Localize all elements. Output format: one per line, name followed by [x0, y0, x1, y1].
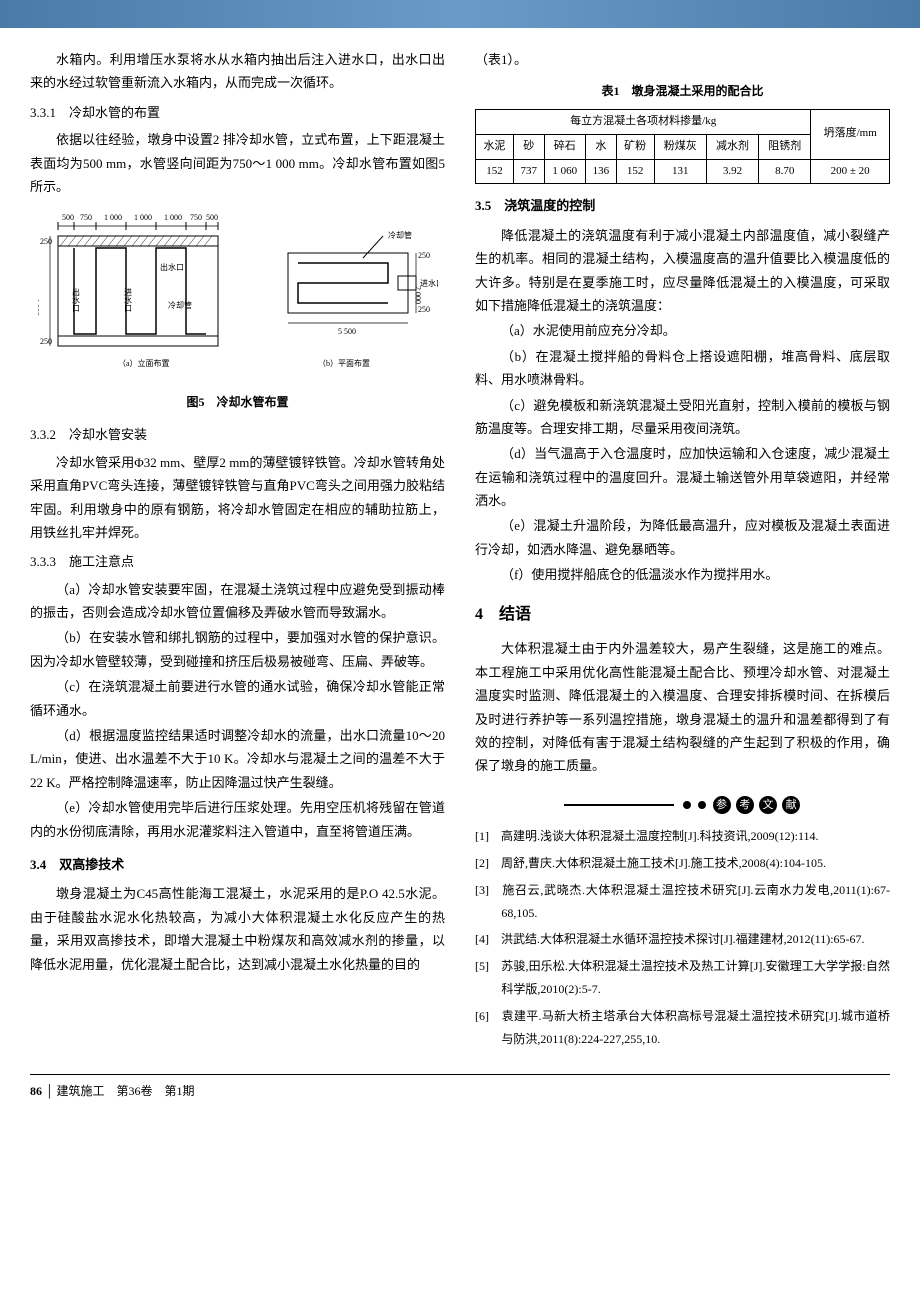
- svg-text:1 000: 1 000: [104, 213, 122, 222]
- paragraph: （表1）。: [475, 48, 890, 71]
- ref-dot: [683, 801, 691, 809]
- svg-text:1 000: 1 000: [164, 213, 182, 222]
- svg-text:进水口: 进水口: [123, 288, 132, 312]
- subsection-332: 3.3.2 冷却水管安装: [30, 423, 445, 446]
- reference-item: [4] 洪武结.大体积混凝土水循环温控技术探讨[J].福建建材,2012(11)…: [475, 928, 890, 951]
- left-column: 水箱内。利用增压水泵将水从水箱内抽出后注入进水口，出水口出来的水经过软管重新流入…: [30, 48, 445, 1054]
- table-cell: 1 060: [544, 159, 585, 184]
- table-cell: 3.92: [706, 159, 758, 184]
- paragraph-b: （b）在安装水管和绑扎钢筋的过程中，要加强对水管的保护意识。因为冷却水管壁较薄，…: [30, 626, 445, 673]
- paragraph-e: （e）混凝土升温阶段，为降低最高温升，应对模板及混凝土表面进行冷却，如洒水降温、…: [475, 514, 890, 561]
- paragraph-d: （d）当气温高于入仓温度时，应加快运输和入仓速度，减少混凝土在运输和浇筑过程中的…: [475, 442, 890, 512]
- table-header: 粉煤灰: [654, 134, 706, 159]
- svg-text:出水口: 出水口: [160, 262, 184, 272]
- two-column-content: 水箱内。利用增压水泵将水从水箱内抽出后注入进水口，出水口出来的水经过软管重新流入…: [0, 48, 920, 1054]
- page-number: 86: [30, 1084, 42, 1098]
- paragraph-a: （a）水泥使用前应充分冷却。: [475, 319, 890, 342]
- svg-text:500: 500: [206, 213, 218, 222]
- svg-text:250: 250: [40, 237, 52, 246]
- svg-text:冷却管: 冷却管: [168, 300, 192, 310]
- subsection-331: 3.3.1 冷却水管的布置: [30, 101, 445, 124]
- svg-text:进水口: 进水口: [420, 278, 438, 288]
- table-1-caption: 表1 墩身混凝土采用的配合比: [475, 81, 890, 103]
- table-header: 水: [586, 134, 617, 159]
- table-cell: 200 ± 20: [811, 159, 890, 184]
- table-cell: 737: [513, 159, 544, 184]
- svg-text:（a）立面布置: （a）立面布置: [118, 358, 170, 368]
- table-header: 碎石: [544, 134, 585, 159]
- table-cell: 152: [616, 159, 654, 184]
- paragraph-a: （a）冷却水管安装要牢固，在混凝土浇筑过程中应避免受到振动棒的振击，否则会造成冷…: [30, 578, 445, 625]
- svg-text:250: 250: [40, 337, 52, 346]
- svg-text:4 000: 4 000: [38, 298, 41, 316]
- paragraph-c: （c）在浇筑混凝土前要进行水管的通水试验，确保冷却水管能正常循环通水。: [30, 675, 445, 722]
- paragraph: 降低混凝土的浇筑温度有利于减小混凝土内部温度值，减小裂缝产生的机率。相同的混凝土…: [475, 224, 890, 318]
- section-35: 3.5 浇筑温度的控制: [475, 194, 890, 217]
- paragraph: 水箱内。利用增压水泵将水从水箱内抽出后注入进水口，出水口出来的水经过软管重新流入…: [30, 48, 445, 95]
- figure-5: 500 750 1 000 1 000 1 000 750 500: [30, 208, 445, 413]
- svg-text:出水口: 出水口: [71, 287, 80, 312]
- footer-rule: [30, 1074, 890, 1075]
- svg-text:750: 750: [190, 213, 202, 222]
- journal-name: 建筑施工 第36卷 第1期: [57, 1084, 195, 1098]
- conclusion-paragraph: 大体积混凝土由于内外温差较大，易产生裂缝，这是施工的难点。本工程施工中采用优化高…: [475, 637, 890, 777]
- ref-char: 文: [759, 796, 777, 814]
- figure-5-caption: 图5 冷却水管布置: [30, 392, 445, 414]
- svg-text:250: 250: [418, 251, 430, 260]
- table-cell: 131: [654, 159, 706, 184]
- ref-char: 考: [736, 796, 754, 814]
- table-cell: 152: [476, 159, 514, 184]
- subsection-333: 3.3.3 施工注意点: [30, 550, 445, 573]
- reference-item: [6] 袁建平.马新大桥主塔承台大体积高标号混凝土温控技术研究[J].城市道桥与…: [475, 1005, 890, 1051]
- references-header: 参 考 文 献: [475, 792, 890, 815]
- ref-char: 参: [713, 796, 731, 814]
- svg-text:250: 250: [418, 305, 430, 314]
- ref-char: 献: [782, 796, 800, 814]
- reference-item: [5] 苏骏,田乐松.大体积混凝土温控技术及热工计算[J].安徽理工大学学报:自…: [475, 955, 890, 1001]
- table-1: 每立方混凝土各项材料掺量/kg 坍落度/mm 水泥 砂 碎石 水 矿粉 粉煤灰 …: [475, 109, 890, 184]
- paragraph-c: （c）避免模板和新浇筑混凝土受阳光直射，控制入模前的模板与钢筋温度等。合理安排工…: [475, 394, 890, 441]
- svg-text:750: 750: [80, 213, 92, 222]
- table-header-group: 每立方混凝土各项材料掺量/kg: [476, 109, 811, 134]
- paragraph-d: （d）根据温度监控结果适时调整冷却水的流量，出水口流量10～20 L/min，使…: [30, 724, 445, 794]
- refs-line: [564, 804, 674, 806]
- table-header-slump: 坍落度/mm: [811, 109, 890, 159]
- paragraph: 冷却水管采用Φ32 mm、壁厚2 mm的薄壁镀锌铁管。冷却水管转角处采用直角PV…: [30, 451, 445, 545]
- section-34: 3.4 双高掺技术: [30, 853, 445, 876]
- table-header: 矿粉: [616, 134, 654, 159]
- table-row: 152 737 1 060 136 152 131 3.92 8.70 200 …: [476, 159, 890, 184]
- table-header: 砂: [513, 134, 544, 159]
- table-cell: 136: [586, 159, 617, 184]
- reference-item: [1] 高建明.浅谈大体积混凝土温度控制[J].科技资讯,2009(12):11…: [475, 825, 890, 848]
- table-header: 水泥: [476, 134, 514, 159]
- header-band: [0, 0, 920, 28]
- right-column: （表1）。 表1 墩身混凝土采用的配合比 每立方混凝土各项材料掺量/kg 坍落度…: [475, 48, 890, 1054]
- svg-text:500: 500: [62, 213, 74, 222]
- page-footer: 86 │ 建筑施工 第36卷 第1期: [0, 1054, 920, 1113]
- table-header: 阻锈剂: [759, 134, 811, 159]
- reference-item: [3] 施召云,武晓杰.大体积混凝土温控技术研究[J].云南水力发电,2011(…: [475, 879, 890, 925]
- figure-5-svg: 500 750 1 000 1 000 1 000 750 500: [38, 208, 438, 378]
- svg-text:（b）平面布置: （b）平面布置: [318, 358, 370, 368]
- svg-text:2 000: 2 000: [413, 286, 422, 304]
- svg-text:1 000: 1 000: [134, 213, 152, 222]
- svg-text:5 500: 5 500: [338, 327, 356, 336]
- paragraph-e: （e）冷却水管使用完毕后进行压浆处理。先用空压机将残留在管道内的水份彻底清除，再…: [30, 796, 445, 843]
- table-header: 减水剂: [706, 134, 758, 159]
- svg-text:冷却管: 冷却管: [388, 230, 412, 240]
- ref-dot: [698, 801, 706, 809]
- paragraph-f: （f）使用搅拌船底仓的低温淡水作为搅拌用水。: [475, 563, 890, 586]
- paragraph: 墩身混凝土为C45高性能海工混凝土，水泥采用的是P.O 42.5水泥。由于硅酸盐…: [30, 882, 445, 976]
- paragraph: 依据以往经验，墩身中设置2 排冷却水管，立式布置，上下距混凝土表面均为500 m…: [30, 128, 445, 198]
- reference-item: [2] 周舒,曹庆.大体积混凝土施工技术[J].施工技术,2008(4):104…: [475, 852, 890, 875]
- table-cell: 8.70: [759, 159, 811, 184]
- paragraph-b: （b）在混凝土搅拌船的骨料仓上搭设遮阳棚，堆高骨料、底层取料、用水喷淋骨料。: [475, 345, 890, 392]
- footer-divider: │: [45, 1084, 57, 1098]
- table-row: 每立方混凝土各项材料掺量/kg 坍落度/mm: [476, 109, 890, 134]
- section-4-heading: 4 结语: [475, 601, 890, 630]
